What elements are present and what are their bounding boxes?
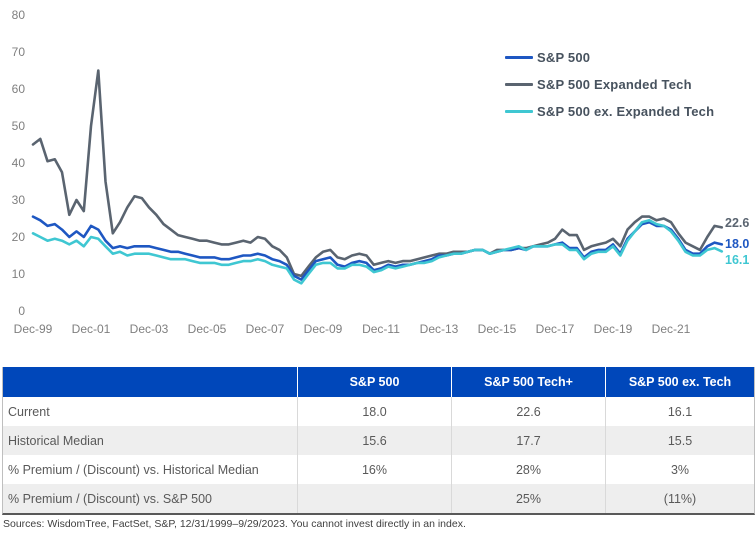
legend-label-expanded-tech: S&P 500 Expanded Tech: [537, 77, 692, 92]
cell-value: 18.0: [297, 397, 451, 426]
series-line-s-p-500: [31, 215, 724, 281]
pe-ratio-line-chart: 0 10 20 30 40 50 60 70 80 Dec-99 Dec-01 Dec-03 Dec-0…: [12, 8, 724, 336]
x-axis-tick: Dec-09: [304, 322, 343, 336]
row-label: Historical Median: [8, 433, 104, 448]
x-axis-tick: Dec-11: [362, 322, 400, 336]
legend-item-ex-expanded-tech: S&P 500 ex. Expanded Tech: [505, 98, 714, 125]
cell-value: 3%: [605, 455, 754, 484]
table-header-tech-plus: S&P 500 Tech+: [451, 367, 605, 397]
x-axis-tick: Dec-01: [72, 322, 111, 336]
legend-label-sp500: S&P 500: [537, 50, 591, 65]
legend-item-expanded-tech: S&P 500 Expanded Tech: [505, 71, 714, 98]
y-axis-tick: 50: [12, 119, 26, 133]
source-disclaimer: Sources: WisdomTree, FactSet, S&P, 12/31…: [3, 518, 466, 530]
cell-value: 22.6: [451, 397, 605, 426]
end-value-ex-expanded-tech: 16.1: [725, 253, 750, 267]
legend-swatch-sp500: [505, 56, 533, 59]
row-label: % Premium / (Discount) vs. Historical Me…: [8, 462, 259, 477]
legend-label-ex-expanded-tech: S&P 500 ex. Expanded Tech: [537, 104, 715, 119]
table-header-ex-tech: S&P 500 ex. Tech: [605, 367, 754, 397]
cell-value: (11%): [605, 484, 754, 513]
y-axis-tick: 60: [12, 82, 26, 96]
cell-value: 15.5: [605, 426, 754, 455]
x-axis-tick: Dec-15: [478, 322, 517, 336]
table-row-current: Current 18.0 22.6 16.1: [3, 397, 754, 426]
x-axis-tick: Dec-21: [652, 322, 691, 336]
table-row-premium-vs-sp500: % Premium / (Discount) vs. S&P 500 25% (…: [3, 484, 754, 513]
series-line-s-p-500-ex-expanded-tech: [31, 219, 724, 285]
x-axis-tick: Dec-07: [246, 322, 285, 336]
x-axis-tick: Dec-99: [14, 322, 53, 336]
cell-value: 15.6: [297, 426, 451, 455]
cell-value: 28%: [451, 455, 605, 484]
x-axis-tick: Dec-17: [536, 322, 575, 336]
end-value-sp500: 18.0: [725, 237, 750, 251]
x-axis-tick: Dec-03: [130, 322, 169, 336]
cell-value: 25%: [451, 484, 605, 513]
cell-value: 16.1: [605, 397, 754, 426]
table-header-sp500: S&P 500: [297, 367, 451, 397]
chart-legend: S&P 500 S&P 500 Expanded Tech S&P 500 ex…: [505, 44, 714, 125]
legend-item-sp500: S&P 500: [505, 44, 714, 71]
x-axis-tick: Dec-19: [594, 322, 633, 336]
series-line-s-p-500-expanded-tech: [31, 69, 724, 278]
y-axis-tick: 0: [18, 304, 25, 318]
cell-value: 17.7: [451, 426, 605, 455]
x-axis-tick: Dec-13: [420, 322, 459, 336]
y-axis-tick: 70: [12, 45, 26, 59]
legend-swatch-ex-expanded-tech: [505, 110, 533, 113]
legend-swatch-expanded-tech: [505, 83, 533, 86]
cell-value: 16%: [297, 455, 451, 484]
y-axis-tick: 80: [12, 8, 26, 22]
table-row-premium-vs-median: % Premium / (Discount) vs. Historical Me…: [3, 455, 754, 484]
x-axis-tick: Dec-05: [188, 322, 227, 336]
valuation-table: S&P 500 S&P 500 Tech+ S&P 500 ex. Tech C…: [2, 367, 755, 515]
y-axis-tick: 10: [12, 267, 26, 281]
end-value-expanded-tech: 22.6: [725, 216, 750, 230]
cell-value: [297, 484, 451, 513]
y-axis-tick: 40: [12, 156, 26, 170]
table-row-historical-median: Historical Median 15.6 17.7 15.5: [3, 426, 754, 455]
table-header-row: S&P 500 S&P 500 Tech+ S&P 500 ex. Tech: [3, 367, 754, 397]
table-header-blank: [3, 367, 297, 397]
row-label: % Premium / (Discount) vs. S&P 500: [8, 491, 213, 506]
row-label: Current: [8, 404, 50, 419]
y-axis-tick: 20: [12, 230, 26, 244]
y-axis-tick: 30: [12, 193, 26, 207]
